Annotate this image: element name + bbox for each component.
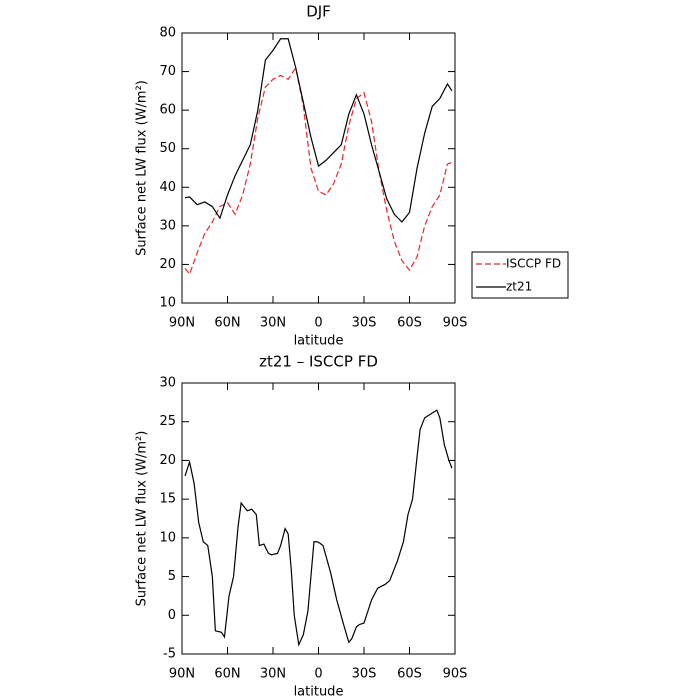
legend-label: zt21 [506, 280, 532, 294]
y-tick-label: 20 [159, 453, 176, 468]
x-axis-label: latitude [294, 334, 344, 349]
y-axis-label: Surface net LW flux (W/m²) [135, 431, 150, 607]
y-tick-label: 10 [159, 530, 176, 545]
y-tick-label: 50 [159, 141, 176, 156]
x-tick-label: 90N [169, 667, 195, 682]
y-tick-label: 20 [159, 257, 176, 272]
y-tick-label: 25 [159, 414, 176, 429]
x-tick-label: 90S [443, 316, 468, 331]
y-tick-label: 30 [159, 376, 176, 391]
y-axis-label: Surface net LW flux (W/m²) [135, 80, 150, 256]
x-tick-label: 60N [214, 667, 240, 682]
x-tick-label: 0 [314, 316, 322, 331]
x-tick-label: 60S [397, 316, 422, 331]
x-tick-label: 30N [260, 667, 286, 682]
legend-box [471, 251, 569, 299]
plot-frame [181, 32, 456, 304]
x-tick-label: 90N [169, 316, 195, 331]
y-tick-label: 80 [159, 26, 176, 41]
y-tick-label: 10 [159, 296, 176, 311]
plot-frame [181, 382, 456, 655]
data-line [184, 66, 453, 276]
x-tick-label: 90S [443, 667, 468, 682]
data-line [184, 409, 453, 647]
x-tick-label: 30N [260, 316, 286, 331]
y-tick-label: 30 [159, 218, 176, 233]
x-tick-label: 0 [314, 667, 322, 682]
x-tick-label: 60S [397, 667, 422, 682]
y-tick-label: -5 [163, 647, 176, 662]
y-tick-label: 40 [159, 180, 176, 195]
y-tick-label: 5 [168, 569, 176, 584]
x-tick-label: 30S [352, 316, 377, 331]
y-tick-label: 15 [159, 492, 176, 507]
chart-title: zt21 – ISCCP FD [259, 353, 378, 371]
x-tick-label: 60N [214, 316, 240, 331]
legend-label: ISCCP FD [506, 257, 561, 271]
y-tick-label: 70 [159, 64, 176, 79]
x-tick-label: 30S [352, 667, 377, 682]
x-axis-label: latitude [294, 685, 344, 700]
y-tick-label: 60 [159, 103, 176, 118]
y-tick-label: 0 [168, 608, 176, 623]
chart-title: DJF [306, 3, 331, 21]
data-line [184, 38, 453, 223]
